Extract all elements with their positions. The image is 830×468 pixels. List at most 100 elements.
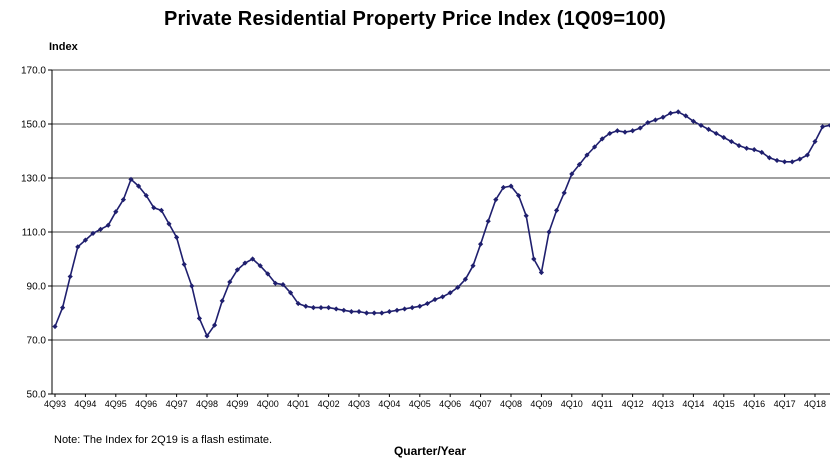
data-point <box>614 128 620 134</box>
data-point <box>303 303 309 309</box>
data-point <box>538 269 544 276</box>
x-tick-label: 4Q07 <box>470 399 492 409</box>
data-point <box>196 315 202 321</box>
data-point <box>508 183 514 189</box>
data-point <box>683 113 689 119</box>
data-point <box>272 280 278 286</box>
x-tick-label: 4Q12 <box>622 399 644 409</box>
data-point <box>706 126 712 132</box>
data-point <box>151 205 157 211</box>
data-point <box>774 157 780 164</box>
x-tick-label: 4Q11 <box>592 399 613 409</box>
data-point <box>607 130 613 137</box>
data-point <box>622 129 628 135</box>
data-point <box>652 117 658 123</box>
data-point <box>782 159 788 165</box>
data-point <box>166 221 172 227</box>
x-tick-label: 4Q04 <box>378 399 400 409</box>
data-point <box>531 256 537 262</box>
data-point <box>242 260 248 266</box>
data-point <box>82 237 88 243</box>
x-tick-label: 4Q03 <box>348 399 370 409</box>
series-line <box>54 111 830 337</box>
data-point <box>812 138 818 145</box>
x-tick-label: 4Q94 <box>74 399 96 409</box>
x-tick-label: 4Q99 <box>226 399 248 409</box>
x-tick-label: 4Q18 <box>804 399 826 409</box>
data-point <box>348 309 354 315</box>
data-point <box>75 244 81 250</box>
data-point <box>820 124 826 130</box>
x-tick-label: 4Q01 <box>287 399 309 409</box>
data-point <box>455 284 461 290</box>
data-point <box>174 234 180 240</box>
data-point <box>158 207 164 213</box>
data-point <box>759 149 765 155</box>
data-point <box>394 307 400 313</box>
data-point <box>227 279 233 285</box>
data-point <box>98 226 104 232</box>
data-point <box>698 122 704 128</box>
data-point <box>478 241 484 247</box>
data-point <box>660 114 666 120</box>
data-point <box>645 120 651 126</box>
data-point <box>576 161 582 168</box>
data-point <box>105 222 111 228</box>
y-tick-label: 90.0 <box>27 282 47 293</box>
x-tick-label: 4Q98 <box>196 399 218 409</box>
data-point <box>789 159 795 165</box>
data-point <box>675 109 681 115</box>
data-point <box>288 290 294 296</box>
data-point <box>592 144 598 150</box>
data-point <box>90 230 96 236</box>
data-point <box>219 298 225 304</box>
data-point <box>751 147 757 153</box>
data-point <box>516 192 522 199</box>
data-point <box>713 130 719 137</box>
data-point <box>554 207 560 213</box>
data-point <box>402 306 408 312</box>
data-point <box>234 267 240 273</box>
data-point <box>295 300 301 307</box>
y-tick-label: 130.0 <box>21 174 46 185</box>
data-point <box>561 190 567 196</box>
x-tick-label: 4Q17 <box>774 399 796 409</box>
data-point <box>212 322 218 328</box>
y-tick-label: 110.0 <box>22 228 47 239</box>
data-point <box>599 136 605 142</box>
data-point <box>265 271 271 277</box>
x-tick-label: 4Q05 <box>409 399 431 409</box>
data-point <box>128 176 134 182</box>
x-tick-label: 4Q00 <box>257 399 279 409</box>
data-point <box>310 305 316 311</box>
chart-note: Note: The Index for 2Q19 is a flash esti… <box>54 434 273 446</box>
data-point <box>143 192 149 199</box>
data-point <box>120 197 126 203</box>
x-tick-label: 4Q14 <box>682 399 704 409</box>
data-point <box>470 263 476 269</box>
x-axis-label: Quarter/Year <box>393 444 467 458</box>
x-tick-label: 4Q10 <box>561 399 583 409</box>
data-point <box>52 323 58 330</box>
data-point <box>728 138 734 145</box>
x-tick-label: 4Q02 <box>318 399 340 409</box>
x-tick-label: 4Q96 <box>135 399 157 409</box>
x-tick-label: 4Q09 <box>530 399 552 409</box>
data-point <box>500 184 506 191</box>
data-point <box>60 305 66 311</box>
data-point <box>257 263 263 269</box>
data-point <box>417 303 423 309</box>
data-point <box>804 152 810 158</box>
data-point <box>424 300 430 307</box>
y-tick-label: 50.0 <box>27 390 47 401</box>
x-tick-label: 4Q08 <box>500 399 522 409</box>
data-point <box>371 310 377 316</box>
data-point <box>493 197 499 203</box>
x-tick-label: 4Q93 <box>44 399 66 409</box>
data-point <box>546 229 552 235</box>
data-point <box>181 261 187 267</box>
x-tick-label: 4Q97 <box>166 399 188 409</box>
data-point <box>356 309 362 315</box>
data-point <box>67 273 73 280</box>
